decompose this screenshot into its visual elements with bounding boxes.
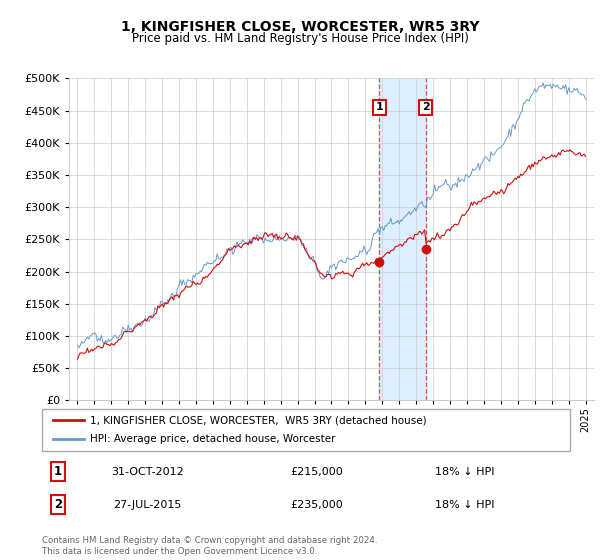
Text: 1, KINGFISHER CLOSE, WORCESTER,  WR5 3RY (detached house): 1, KINGFISHER CLOSE, WORCESTER, WR5 3RY … bbox=[89, 415, 426, 425]
Text: 1, KINGFISHER CLOSE, WORCESTER, WR5 3RY: 1, KINGFISHER CLOSE, WORCESTER, WR5 3RY bbox=[121, 20, 479, 34]
Text: 1: 1 bbox=[54, 465, 62, 478]
Text: 27-JUL-2015: 27-JUL-2015 bbox=[113, 500, 182, 510]
Text: 18% ↓ HPI: 18% ↓ HPI bbox=[434, 500, 494, 510]
Text: £215,000: £215,000 bbox=[290, 467, 343, 477]
Text: 18% ↓ HPI: 18% ↓ HPI bbox=[434, 467, 494, 477]
Text: £235,000: £235,000 bbox=[290, 500, 343, 510]
Text: 1: 1 bbox=[376, 102, 383, 113]
Text: HPI: Average price, detached house, Worcester: HPI: Average price, detached house, Worc… bbox=[89, 435, 335, 445]
Text: 31-OCT-2012: 31-OCT-2012 bbox=[111, 467, 184, 477]
Text: Price paid vs. HM Land Registry's House Price Index (HPI): Price paid vs. HM Land Registry's House … bbox=[131, 32, 469, 45]
Text: 2: 2 bbox=[422, 102, 430, 113]
Text: 2: 2 bbox=[54, 498, 62, 511]
Text: Contains HM Land Registry data © Crown copyright and database right 2024.
This d: Contains HM Land Registry data © Crown c… bbox=[42, 536, 377, 556]
Bar bbox=[379, 78, 426, 400]
